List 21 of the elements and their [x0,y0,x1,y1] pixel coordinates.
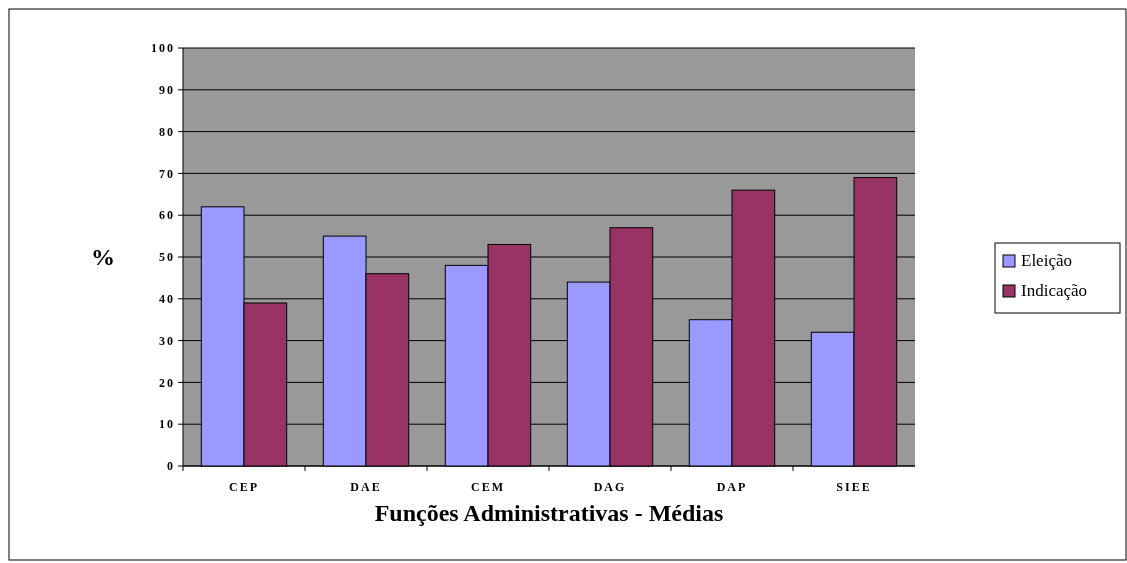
x-tick-label: DAP [716,480,748,494]
x-tick-label: DAE [350,480,382,494]
x-tick-label: DAG [593,480,627,494]
y-tick-label: 80 [159,124,175,139]
y-tick-label: 60 [159,208,175,223]
x-tick-label: CEP [229,480,259,494]
x-tick-label: CEM [471,480,505,494]
y-tick-label: 50 [159,250,175,265]
x-axis-title: Funções Administrativas - Médias [374,500,724,526]
y-tick-label: 0 [167,459,175,474]
legend-label: Indicação [1021,281,1088,300]
legend-label: Eleição [1021,251,1072,270]
y-tick-label: 100 [151,41,175,56]
y-tick-label: 40 [159,292,175,306]
y-tick-label: 20 [159,375,175,390]
y-tick-label: 10 [159,417,175,432]
y-tick-label: 30 [159,333,175,348]
x-tick-label: SIEE [836,480,872,494]
y-axis-title: % [91,244,115,270]
y-tick-label: 70 [159,166,175,181]
y-tick-label: 90 [159,83,175,97]
